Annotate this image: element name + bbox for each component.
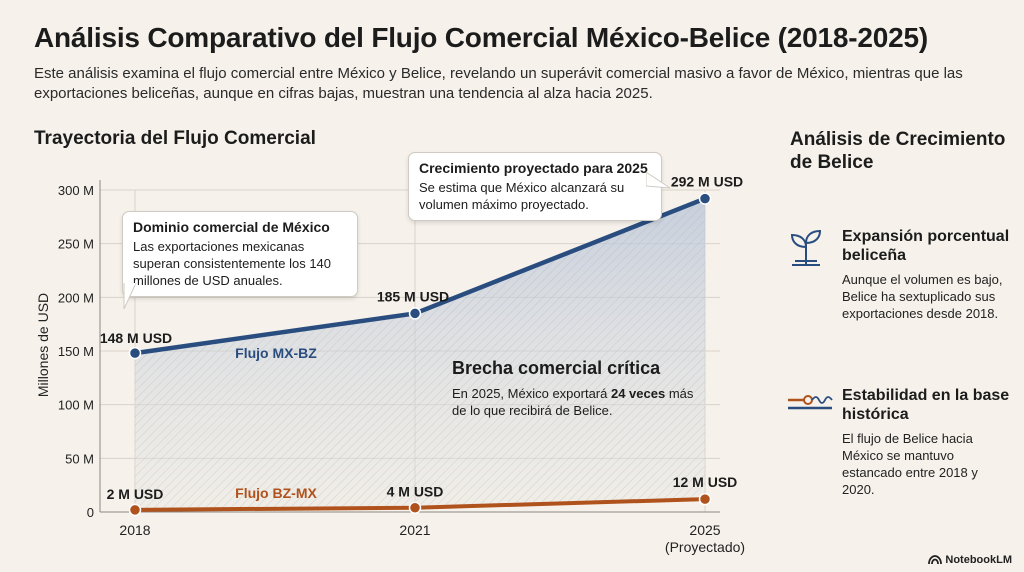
y-tick-label: 250 M <box>58 237 94 252</box>
trade-flow-chart: 0 50 M 100 M 150 M 200 M 250 M 300 M Millones d… <box>35 174 745 555</box>
data-label-mx-bz: 292 M USD <box>671 174 743 190</box>
y-tick-label: 150 M <box>58 344 94 359</box>
brand-badge: NotebookLM <box>928 554 1012 566</box>
expansion-text: Aunque el volumen es bajo, Belice ha sex… <box>842 272 1003 321</box>
side-item-stability: Estabilidad en la base histórica El fluj… <box>786 386 1012 506</box>
data-label-bz-mx: 12 M USD <box>673 474 738 490</box>
y-tick-label: 300 M <box>58 183 94 198</box>
data-point-mx-bz <box>698 192 712 205</box>
chart-section-title: Trayectoria del Flujo Comercial <box>34 128 316 149</box>
data-point-mx-bz <box>128 346 142 360</box>
page-subtitle: Este análisis examina el flujo comercial… <box>34 65 963 102</box>
expansion-heading: Expansión porcentual beliceña <box>842 228 1010 264</box>
y-tick-label: 200 M <box>58 290 94 305</box>
trade-gap-title: Brecha comercial crítica <box>452 358 661 378</box>
y-tick-label: 100 M <box>58 398 94 413</box>
data-point-mx-bz <box>408 307 422 320</box>
brand-name: NotebookLM <box>945 554 1012 566</box>
trade-gap-text: En 2025, México exportará 24 veces más d… <box>452 385 702 419</box>
trade-gap-text-start: En 2025, México exportará <box>452 386 611 401</box>
mexico-dominance-title: Dominio comercial de México <box>133 219 330 235</box>
y-tick-label: 0 <box>87 505 94 520</box>
data-point-bz-mx <box>128 503 142 517</box>
trade-gap-text-end: más de lo que recibirá de Belice. <box>452 386 694 418</box>
series-name-bz-mx: Flujo BZ-MX <box>235 485 317 501</box>
y-axis-title: Millones de USD <box>35 293 51 397</box>
stability-heading: Estabilidad en la base histórica <box>842 387 1010 423</box>
y-tick-label: 50 M <box>65 451 94 466</box>
sprout-icon <box>790 229 822 266</box>
side-panel-title: Análisis de Crecimiento de Belice <box>790 129 1006 173</box>
x-tick-label: (Proyectado) <box>665 539 745 555</box>
data-label-bz-mx: 2 M USD <box>107 486 164 502</box>
growth-callout-title: Crecimiento proyectado para 2025 <box>419 160 648 176</box>
x-tick-label: 2021 <box>399 522 430 538</box>
x-tick-label: 2025 <box>689 522 720 538</box>
data-label-mx-bz: 185 M USD <box>377 288 449 304</box>
trade-gap-hatch <box>135 198 705 510</box>
data-label-bz-mx: 4 M USD <box>387 484 444 500</box>
series-name-mx-bz: Flujo MX-BZ <box>235 345 317 361</box>
mexico-dominance-text: Las exportaciones mexicanas superan cons… <box>133 239 332 288</box>
data-point-bz-mx <box>408 501 422 514</box>
x-tick-label: 2018 <box>119 522 150 538</box>
growth-callout-pointer <box>646 171 671 189</box>
data-label-mx-bz: 148 M USD <box>100 330 172 346</box>
flow-lines-icon <box>788 395 833 410</box>
notebooklm-logo-icon <box>928 555 943 565</box>
stability-text: El flujo de Belice hacia México se mantu… <box>842 431 978 497</box>
growth-callout-text: Se estima que México alcanzará su volume… <box>419 180 625 212</box>
data-point-bz-mx <box>698 492 712 506</box>
mexico-dominance-callout: Dominio comercial de México Las exportac… <box>122 211 358 297</box>
page-title: Análisis Comparativo del Flujo Comercial… <box>34 22 929 53</box>
trade-gap-multiplier: 24 veces <box>610 386 666 401</box>
mexico-callout-pointer <box>123 283 137 310</box>
trade-gap-annotation: Brecha comercial crítica En 2025, México… <box>452 358 702 419</box>
growth-callout: Crecimiento proyectado para 2025 Se esti… <box>408 152 662 221</box>
side-item-expansion: Expansión porcentual beliceña Aunque el … <box>786 227 1012 357</box>
